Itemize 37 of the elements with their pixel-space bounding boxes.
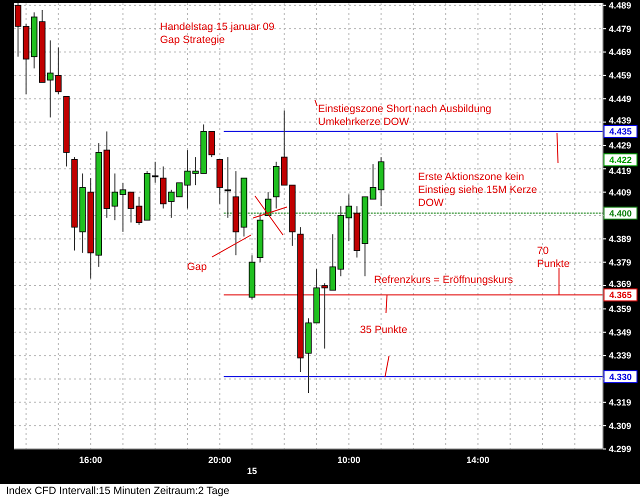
ref-line-label: 4.435 (609, 126, 632, 137)
y-tick-label: 4.469 (608, 47, 632, 58)
ref-line-label: 4.400 (609, 208, 632, 218)
y-tick-label: 4.369 (608, 279, 632, 290)
annotation: Refrenzkurs = Eröffnungskurs (374, 274, 513, 286)
annotation: Einstiegszone Short nach Ausbildung Umkehrkerze DOW (318, 103, 492, 128)
y-tick-label: 4.419 (608, 166, 632, 176)
y-tick-label: 4.359 (608, 304, 632, 314)
x-tick-label: 15 (247, 466, 258, 476)
y-tick-label: 4.479 (608, 24, 632, 34)
annotation: 70 Punkte (537, 244, 570, 270)
ref-line-label: 4.330 (609, 372, 632, 382)
y-tick-label: 4.379 (608, 257, 632, 268)
y-tick-label: 4.299 (608, 444, 632, 454)
annotation: Erste Aktionszone kein Einstieg siehe 15M Kerze DOW (418, 171, 538, 209)
y-tick-label: 4.319 (608, 397, 632, 408)
x-tick-label: 14:00 (466, 455, 490, 465)
y-tick-label: 4.309 (608, 420, 632, 431)
x-tick-label: 20:00 (208, 455, 232, 465)
annotation: Handelstag 15 januar 09 Gap Strategie (160, 21, 275, 46)
annotation: 35 Punkte (360, 324, 408, 336)
x-tick-label: 16:00 (79, 455, 102, 465)
y-tick-label: 4.489 (608, 0, 632, 10)
text: Index CFD Intervall:15 Minuten Zeitraum:2 Tage (6, 485, 230, 497)
text: 4.422 (609, 154, 632, 165)
y-tick-label: 4.389 (608, 234, 632, 244)
y-tick-label: 4.439 (608, 116, 632, 126)
y-tick-label: 4.349 (608, 327, 632, 338)
candlestick (128, 192, 134, 223)
y-tick-label: 4.459 (608, 70, 632, 81)
y-tick-label: 4.339 (608, 350, 632, 361)
x-tick-label: 10:00 (337, 455, 360, 465)
ref-line-label: 4.365 (609, 290, 632, 300)
y-tick-label: 4.429 (608, 140, 632, 151)
annotation: Gap (187, 261, 208, 273)
y-tick-label: 4.449 (608, 94, 632, 104)
y-tick-label: 4.409 (608, 187, 632, 198)
